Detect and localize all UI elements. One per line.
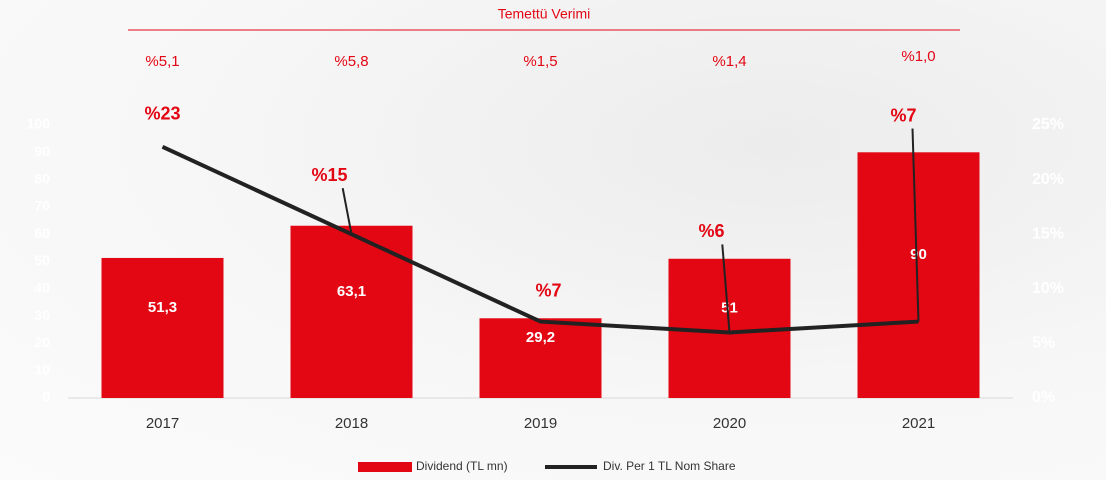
y-tick-label: 0 — [42, 389, 50, 405]
y2-tick-label: 25% — [1032, 116, 1064, 133]
label-leader — [341, 188, 353, 235]
y2-tick-label: 5% — [1032, 335, 1055, 352]
x-tick-label: 2021 — [902, 415, 935, 432]
line-value-label: %23 — [144, 104, 180, 124]
line-value-label: %6 — [698, 221, 724, 241]
bar-value-label: 29,2 — [526, 329, 555, 346]
line-value-label: %7 — [890, 105, 916, 125]
bar-value-label: 90 — [910, 246, 927, 263]
bar-value-label: 51,3 — [148, 299, 177, 316]
y-tick-label: 10 — [34, 361, 50, 377]
y-tick-label: 20 — [34, 334, 50, 350]
legend-label: Div. Per 1 TL Nom Share — [603, 459, 736, 473]
label-leader — [911, 128, 920, 322]
x-tick-label: 2019 — [524, 415, 557, 432]
bar — [479, 318, 602, 398]
yield-label: %1,5 — [523, 53, 557, 70]
bar — [857, 152, 980, 398]
y2-tick-label: 10% — [1032, 280, 1064, 297]
y-tick-label: 100 — [27, 116, 51, 132]
y2-tick-label: 20% — [1032, 171, 1064, 188]
bar — [290, 225, 413, 398]
yield-label: %5,1 — [145, 53, 179, 70]
y-tick-label: 40 — [34, 280, 50, 296]
yield-label: %1,0 — [901, 48, 935, 65]
subtitle: Temettü Verimi — [498, 6, 591, 22]
line-value-label: %7 — [535, 280, 561, 300]
yield-label: %1,4 — [712, 53, 746, 70]
legend-label: Dividend (TL mn) — [416, 459, 508, 473]
line-value-label: %15 — [311, 165, 347, 185]
y2-tick-label: 0% — [1032, 389, 1055, 406]
bar-value-label: 51 — [721, 299, 738, 316]
label-leader — [721, 244, 731, 333]
bar-value-label: 63,1 — [337, 283, 366, 300]
y-tick-label: 30 — [34, 307, 50, 323]
yield-label: %5,8 — [334, 53, 368, 70]
bar — [101, 257, 224, 398]
legend-swatch — [358, 462, 412, 472]
line — [161, 145, 919, 335]
x-tick-label: 2017 — [146, 415, 179, 432]
y-tick-label: 70 — [34, 198, 50, 214]
x-tick-label: 2018 — [335, 415, 368, 432]
y-tick-label: 60 — [34, 225, 50, 241]
x-tick-label: 2020 — [713, 415, 746, 432]
y-tick-label: 90 — [34, 143, 50, 159]
y-tick-label: 50 — [34, 252, 50, 268]
y-tick-label: 80 — [34, 170, 50, 186]
y2-tick-label: 15% — [1032, 225, 1064, 242]
